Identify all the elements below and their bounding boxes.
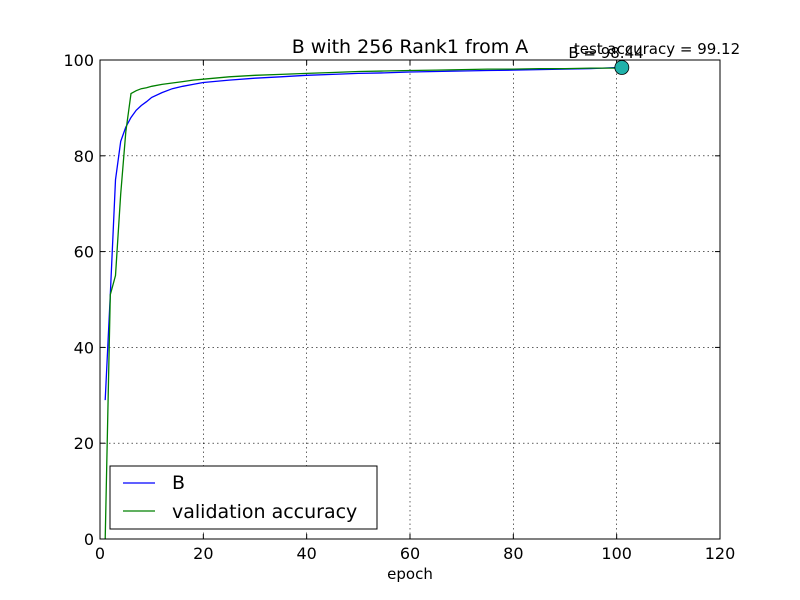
x-tick-label: 40 (296, 544, 316, 563)
annotation-b-value: B = 98.44 (568, 44, 643, 62)
legend-label-validation-accuracy: validation accuracy (172, 501, 357, 523)
chart-title: B with 256 Rank1 from A (292, 36, 529, 58)
y-tick-label: 60 (74, 243, 94, 262)
y-tick-label: 20 (74, 434, 94, 453)
series-line-validation-accuracy (104, 67, 617, 540)
y-tick-label: 80 (74, 147, 94, 166)
series-group (104, 66, 617, 540)
y-tick-label: 40 (74, 338, 94, 357)
legend-label-b: B (172, 472, 185, 494)
legend: B validation accuracy (109, 465, 378, 530)
grid (100, 60, 720, 539)
final-value-marker (614, 60, 630, 75)
legend-box (109, 465, 378, 530)
x-tick-label: 60 (400, 544, 420, 563)
x-tick-label: 120 (705, 544, 736, 563)
x-tick-label: 100 (601, 544, 632, 563)
y-tick-label: 0 (84, 530, 94, 549)
x-tick-label: 0 (95, 544, 105, 563)
x-axis-label: epoch (387, 565, 433, 583)
annotation-test-accuracy: test accuracy = 99.12 (574, 40, 740, 58)
marker-group (614, 60, 630, 75)
x-tick-label: 80 (503, 544, 523, 563)
ticks: 0 20 40 60 80 100 120 0 20 40 60 80 100 (63, 51, 735, 563)
series-line-b (104, 66, 617, 401)
x-tick-label: 20 (193, 544, 213, 563)
y-tick-label: 100 (63, 51, 94, 70)
